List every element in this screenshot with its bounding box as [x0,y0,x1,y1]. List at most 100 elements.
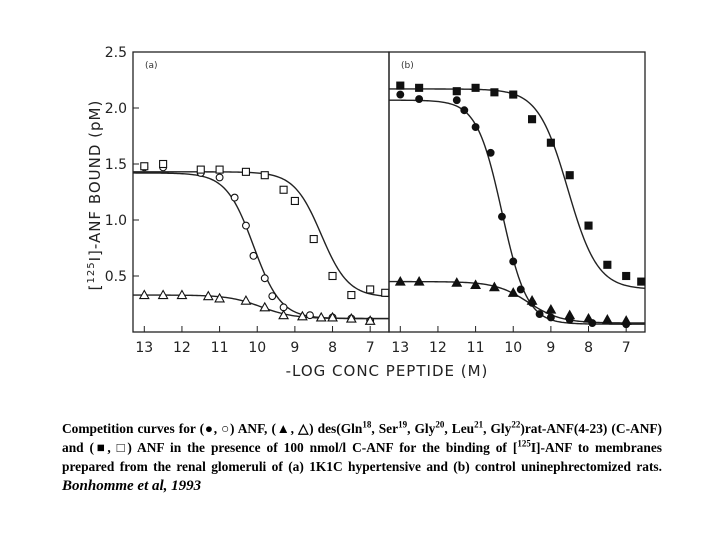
y-tick-label-3: 2.0 [105,101,127,117]
competition-chart: [125I]-ANF BOUND (pM) -LOG CONC PEPTIDE … [86,45,646,380]
point-1-0-0 [396,90,405,99]
point-0-1-4 [241,167,250,176]
x-tick-label-0-1: 12 [173,340,191,356]
y-tick-label-1: 1.0 [105,213,127,229]
point-0-0-3 [215,173,224,182]
figure-caption: Competition curves for (●, ○) ANF, (▲, △… [62,419,663,494]
point-0-1-5 [260,171,269,180]
panel-frame-1 [388,51,646,333]
point-1-2-7 [545,303,557,314]
fit-curve-1-1 [389,88,646,290]
x-tick-label-0-0: 13 [135,340,153,356]
point-1-1-9 [584,221,593,230]
point-1-2-0 [394,275,406,286]
point-1-1-11 [622,271,631,281]
x-tick-label-1-4: 9 [546,340,555,356]
point-0-2-6 [259,301,271,312]
point-0-2-9 [315,311,327,322]
point-0-2-8 [296,310,308,321]
point-1-0-2 [452,96,461,105]
point-0-1-1 [159,159,168,169]
point-0-2-5 [240,295,252,305]
point-1-0-3 [460,106,469,115]
point-1-0-8 [516,285,525,294]
x-tick-label-0-3: 10 [248,340,266,356]
x-tick-label-1-3: 10 [504,340,522,356]
point-0-1-3 [215,165,224,174]
point-0-0-5 [241,221,250,230]
point-0-2-10 [327,311,338,322]
x-tick-label-1-2: 11 [467,340,485,356]
y-tick-label-4: 2.5 [105,45,127,61]
point-0-2-0 [138,289,150,300]
point-1-1-8 [565,171,574,180]
x-tick-label-0-2: 11 [211,340,229,356]
point-0-2-12 [364,315,376,325]
point-0-1-7 [290,196,299,206]
point-1-0-11 [546,313,555,322]
point-0-1-12 [381,288,390,297]
point-0-2-3 [202,290,214,301]
point-0-1-11 [366,285,375,294]
x-tick-label-0-4: 9 [290,340,299,356]
point-1-1-4 [490,88,499,97]
point-0-1-0 [140,162,149,171]
x-axis-title: -LOG CONC PEPTIDE (M) [286,362,489,380]
citation: Bonhomme et al, 1993 [62,478,202,494]
point-1-0-1 [415,95,424,103]
point-1-2-9 [583,312,594,323]
point-1-1-12 [637,277,646,286]
point-1-2-1 [413,275,425,286]
panel-frame-0 [132,51,390,333]
x-tick-label-1-0: 13 [391,340,409,356]
point-0-2-11 [345,312,357,323]
fit-curve-0-2 [133,294,389,320]
point-1-2-11 [620,315,632,325]
point-0-1-10 [347,290,356,300]
point-0-1-9 [328,271,337,281]
x-tick-label-1-1: 12 [429,340,447,356]
x-tick-label-0-5: 8 [328,340,337,356]
y-axis-title-bracket: [ [86,284,104,291]
point-1-1-0 [396,81,405,90]
point-0-2-7 [278,309,290,320]
point-0-2-4 [214,292,226,303]
point-0-0-10 [305,311,314,320]
point-1-2-4 [488,281,500,292]
x-tick-label-1-6: 7 [622,340,631,356]
svg-text:[125I]-ANF BOUND (pM): [125I]-ANF BOUND (pM) [86,100,104,291]
point-1-0-4 [471,123,480,131]
point-1-0-10 [535,310,544,319]
y-axis-title-superscript: 125 [86,261,97,283]
point-1-0-7 [509,257,518,266]
y-tick-label-0: 0.5 [105,269,127,285]
point-0-1-8 [309,234,318,244]
point-1-1-2 [452,87,461,96]
point-0-0-4 [230,193,239,202]
point-1-1-5 [509,90,518,99]
point-1-2-10 [601,314,613,324]
point-1-1-1 [415,83,424,92]
point-1-0-5 [486,148,495,157]
y-tick-label-2: 1.5 [105,157,127,173]
point-0-2-2 [176,289,188,300]
point-0-1-2 [196,165,205,174]
panel-label-1: (b) [401,61,414,71]
point-0-0-8 [268,292,277,301]
point-0-1-6 [279,185,288,194]
point-0-0-7 [260,274,269,283]
panel-label-0: (a) [145,61,158,71]
point-1-1-7 [546,138,555,147]
x-tick-label-1-5: 8 [584,340,593,356]
y-axis-title-text: I]-ANF BOUND (pM) [86,100,104,262]
point-0-2-1 [157,289,169,300]
point-1-2-6 [526,295,538,305]
point-1-2-5 [507,287,519,297]
fit-curve-1-0 [389,99,645,325]
y-axis-title: [125I]-ANF BOUND (pM) [86,100,104,291]
x-tick-label-0-6: 7 [366,340,375,356]
point-1-1-10 [603,260,612,269]
point-1-0-6 [497,212,506,221]
point-1-2-3 [470,279,482,290]
point-1-1-3 [471,83,480,92]
